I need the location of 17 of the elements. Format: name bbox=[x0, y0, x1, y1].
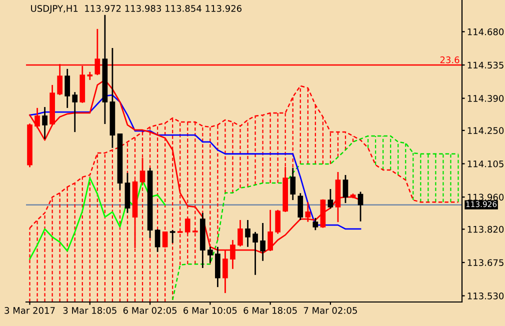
x-tick-label: 7 Mar 02:05 bbox=[304, 307, 357, 314]
y-tick-label: 113.820 bbox=[468, 226, 504, 233]
y-tick-label: 114.535 bbox=[468, 62, 504, 69]
x-tick-label: 6 Mar 02:05 bbox=[123, 307, 177, 314]
y-tick-label: 114.105 bbox=[468, 160, 504, 168]
x-tick-label: 3 Mar 18:05 bbox=[63, 307, 116, 314]
text: USDJPY,H1 113.972 113.983 113.854 113.926 bbox=[31, 5, 242, 14]
y-tick-label: 113.530 bbox=[468, 292, 504, 300]
y-tick-label: 114.250 bbox=[468, 127, 504, 134]
x-tick-label: 3 Mar 2017 bbox=[4, 307, 55, 314]
y-tick-label: 113.675 bbox=[468, 259, 504, 266]
x-tick-label: 6 Mar 18:05 bbox=[244, 307, 297, 314]
annotation: 23.6 bbox=[440, 56, 460, 64]
x-tick-label: 6 Mar 10:05 bbox=[184, 307, 237, 314]
y-tick-label: 114.390 bbox=[468, 95, 504, 102]
y-tick-label: 114.680 bbox=[468, 28, 504, 36]
y-tick-label: 113.960 bbox=[468, 194, 504, 201]
